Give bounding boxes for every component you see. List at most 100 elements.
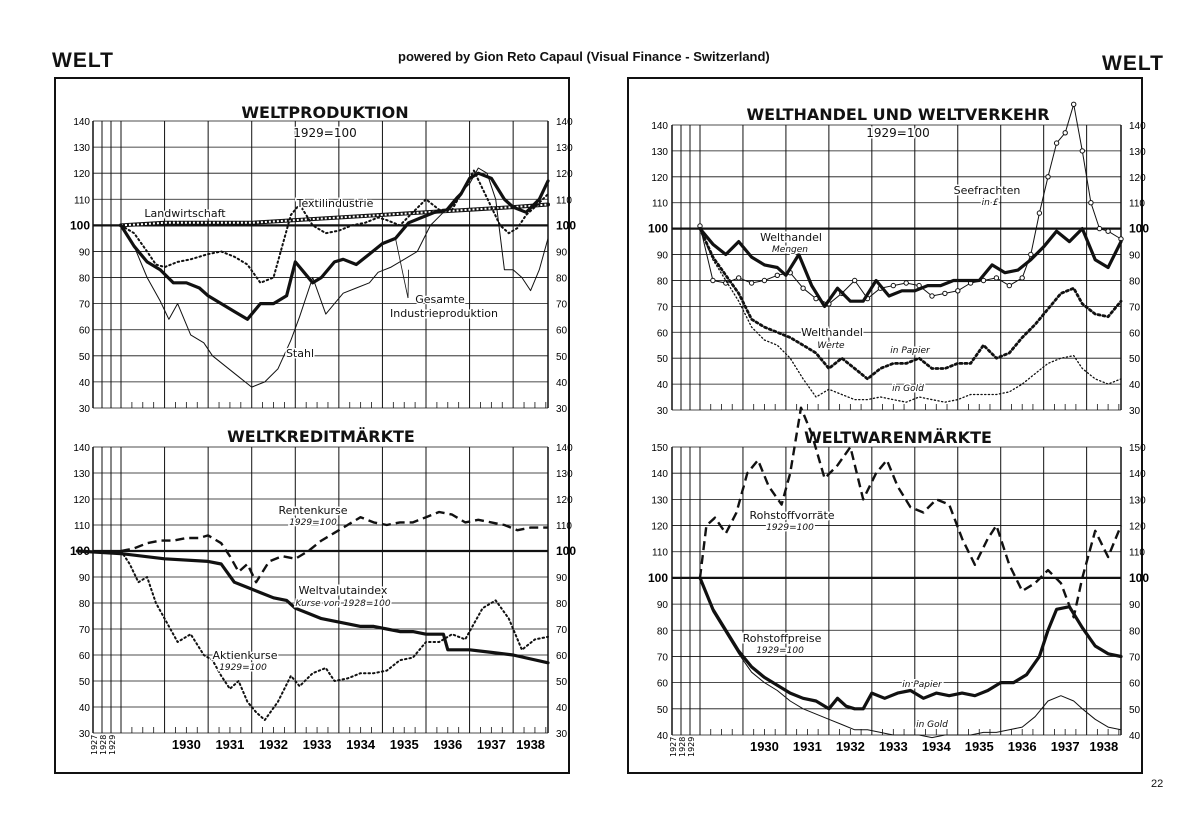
ytick-left-100: 100 [648, 222, 668, 236]
ytick-right-100: 100 [556, 544, 576, 558]
series-rentenkurse [120, 510, 548, 584]
ytick-right-90: 90 [1129, 600, 1141, 611]
xtick-label-1931: 1931 [215, 737, 244, 752]
point-seefrachten [1053, 140, 1060, 146]
point-seefrachten [748, 280, 755, 286]
chart-title: WELTPRODUKTION [241, 103, 408, 122]
ytick-right-70: 70 [556, 300, 568, 311]
ytick-right-120: 120 [1129, 522, 1146, 533]
annotation-in-: in £ [982, 198, 999, 208]
ytick-left-110: 110 [652, 199, 668, 210]
annotation-stahl: Stahl [286, 347, 314, 360]
ytick-left-100: 100 [648, 571, 668, 585]
xtick-label-1929: 1929 [108, 735, 117, 755]
ytick-right-80: 80 [556, 274, 568, 285]
ytick-right-110: 110 [556, 195, 572, 206]
ytick-right-70: 70 [1129, 652, 1141, 663]
series-gesamte-industrieproduktion [119, 171, 550, 321]
xtick-label-1930: 1930 [172, 737, 201, 752]
ytick-right-90: 90 [1129, 251, 1141, 262]
ytick-left-40: 40 [79, 703, 91, 714]
series-stahl [120, 167, 549, 388]
ytick-left-120: 120 [73, 169, 90, 180]
annotation-in-papier: in Papier [902, 680, 943, 690]
xtick-label-1934: 1934 [922, 739, 952, 754]
ytick-left-60: 60 [79, 326, 91, 337]
point-seefrachten [1019, 275, 1025, 281]
series-weltvalutaindex [75, 549, 550, 665]
ytick-left-130: 130 [73, 143, 90, 154]
ytick-right-50: 50 [556, 352, 568, 363]
page-number: 22 [1151, 778, 1164, 790]
ytick-left-90: 90 [657, 251, 669, 262]
xtick-label-1932: 1932 [836, 739, 865, 754]
ytick-left-30: 30 [79, 729, 91, 740]
ytick-right-50: 50 [556, 677, 568, 688]
ytick-right-140: 140 [1129, 121, 1146, 132]
ytick-right-130: 130 [1129, 147, 1146, 158]
annotation-in-gold: in Gold [916, 720, 948, 730]
xtick-label-1938: 1938 [516, 737, 545, 752]
point-seefrachten [890, 282, 896, 289]
ytick-right-140: 140 [556, 117, 573, 128]
ytick-left-70: 70 [79, 625, 91, 636]
point-seefrachten [903, 280, 909, 286]
series-textilindustrie [120, 169, 549, 284]
ytick-right-110: 110 [556, 521, 572, 532]
ytick-left-110: 110 [74, 521, 90, 532]
xtick-label-1935: 1935 [965, 739, 994, 754]
xtick-label-1929: 1929 [687, 737, 696, 757]
point-seefrachten [1105, 228, 1111, 234]
ytick-left-50: 50 [657, 354, 669, 365]
ytick-right-120: 120 [556, 495, 573, 506]
ytick-left-80: 80 [657, 626, 669, 637]
ytick-left-50: 50 [657, 705, 669, 716]
ytick-right-60: 60 [1129, 328, 1141, 339]
ytick-right-110: 110 [1129, 548, 1145, 559]
point-seefrachten [929, 293, 935, 299]
credit-line: powered by Gion Reto Capaul (Visual Fina… [398, 49, 770, 64]
annotation-textilindustrie: Textilindustrie [296, 197, 374, 210]
ytick-left-140: 140 [651, 121, 668, 132]
ytick-right-60: 60 [556, 651, 568, 662]
chart-title: WELTWARENMÄRKTE [804, 428, 992, 447]
ytick-left-150: 150 [651, 443, 668, 454]
point-seefrachten [852, 277, 858, 284]
ytick-left-50: 50 [79, 677, 91, 688]
ytick-right-130: 130 [556, 469, 573, 480]
point-seefrachten [1079, 148, 1086, 154]
annotation-1929-100: 1929=100 [766, 523, 814, 533]
point-seefrachten [980, 277, 987, 284]
ytick-right-150: 150 [1129, 443, 1146, 454]
ytick-left-100: 100 [70, 218, 90, 232]
annotation-rentenkurse: Rentenkurse [279, 504, 348, 517]
point-seefrachten [1028, 251, 1034, 258]
annotation-aktienkurse: Aktienkurse [212, 649, 277, 662]
series-rohstoffvorräte [698, 406, 1123, 619]
xtick-label-1930: 1930 [750, 739, 779, 754]
ytick-left-110: 110 [652, 548, 668, 559]
chart-title: WELTHANDEL UND WELTVERKEHR [746, 105, 1049, 124]
xtick-label-1934: 1934 [346, 737, 376, 752]
ytick-left-90: 90 [79, 573, 91, 584]
ytick-left-120: 120 [73, 495, 90, 506]
ytick-right-90: 90 [556, 247, 568, 258]
point-seefrachten [955, 288, 961, 294]
header-welt-left: WELT [52, 49, 114, 72]
xtick-label-1933: 1933 [303, 737, 332, 752]
point-seefrachten [774, 272, 780, 278]
ytick-left-60: 60 [657, 328, 669, 339]
ytick-left-40: 40 [657, 380, 669, 391]
point-seefrachten [1062, 130, 1068, 136]
right-panel-frame [627, 77, 1143, 774]
ytick-left-140: 140 [73, 117, 90, 128]
ytick-right-110: 110 [1129, 199, 1145, 210]
xtick-label-1938: 1938 [1089, 739, 1118, 754]
ytick-left-120: 120 [651, 173, 668, 184]
ytick-right-40: 40 [556, 378, 568, 389]
ytick-left-140: 140 [73, 443, 90, 454]
point-seefrachten [800, 285, 806, 291]
ytick-right-100: 100 [1129, 222, 1149, 236]
ytick-left-30: 30 [79, 404, 91, 415]
ytick-right-30: 30 [556, 729, 568, 740]
